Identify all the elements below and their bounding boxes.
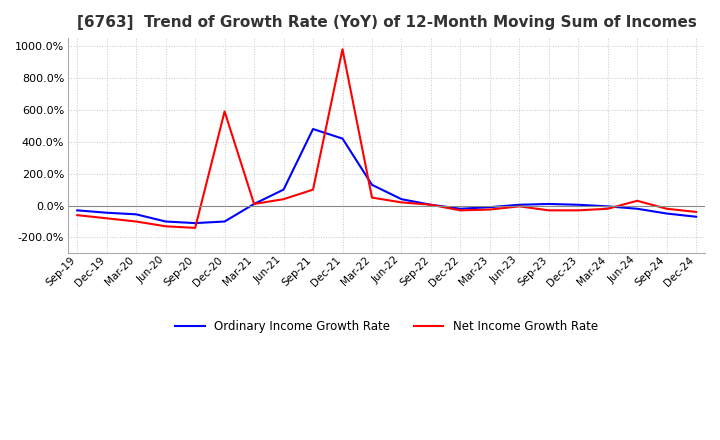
Ordinary Income Growth Rate [338, 136, 347, 141]
Line: Net Income Growth Rate: Net Income Growth Rate [77, 49, 696, 228]
Ordinary Income Growth Rate [485, 205, 494, 210]
Net Income Growth Rate [191, 225, 199, 231]
Ordinary Income Growth Rate [73, 208, 81, 213]
Title: [6763]  Trend of Growth Rate (YoY) of 12-Month Moving Sum of Incomes: [6763] Trend of Growth Rate (YoY) of 12-… [77, 15, 697, 30]
Net Income Growth Rate [220, 109, 229, 114]
Net Income Growth Rate [603, 206, 612, 211]
Ordinary Income Growth Rate [132, 212, 140, 217]
Net Income Growth Rate [544, 208, 553, 213]
Ordinary Income Growth Rate [397, 197, 406, 202]
Ordinary Income Growth Rate [220, 219, 229, 224]
Net Income Growth Rate [426, 202, 435, 207]
Net Income Growth Rate [309, 187, 318, 192]
Net Income Growth Rate [338, 47, 347, 52]
Line: Ordinary Income Growth Rate: Ordinary Income Growth Rate [77, 129, 696, 223]
Legend: Ordinary Income Growth Rate, Net Income Growth Rate: Ordinary Income Growth Rate, Net Income … [171, 315, 603, 338]
Ordinary Income Growth Rate [426, 202, 435, 207]
Ordinary Income Growth Rate [633, 206, 642, 211]
Net Income Growth Rate [250, 202, 258, 207]
Ordinary Income Growth Rate [250, 202, 258, 207]
Net Income Growth Rate [515, 204, 523, 209]
Net Income Growth Rate [633, 198, 642, 203]
Ordinary Income Growth Rate [309, 126, 318, 132]
Ordinary Income Growth Rate [191, 220, 199, 226]
Net Income Growth Rate [132, 219, 140, 224]
Ordinary Income Growth Rate [515, 202, 523, 207]
Ordinary Income Growth Rate [574, 202, 582, 207]
Ordinary Income Growth Rate [368, 182, 377, 187]
Net Income Growth Rate [397, 200, 406, 205]
Net Income Growth Rate [662, 206, 671, 211]
Net Income Growth Rate [574, 208, 582, 213]
Ordinary Income Growth Rate [279, 187, 288, 192]
Ordinary Income Growth Rate [544, 202, 553, 207]
Net Income Growth Rate [161, 224, 170, 229]
Ordinary Income Growth Rate [161, 219, 170, 224]
Net Income Growth Rate [485, 207, 494, 212]
Ordinary Income Growth Rate [456, 206, 464, 211]
Ordinary Income Growth Rate [603, 204, 612, 209]
Ordinary Income Growth Rate [692, 214, 701, 220]
Net Income Growth Rate [279, 197, 288, 202]
Ordinary Income Growth Rate [102, 210, 111, 215]
Ordinary Income Growth Rate [662, 211, 671, 216]
Net Income Growth Rate [456, 208, 464, 213]
Net Income Growth Rate [73, 213, 81, 218]
Net Income Growth Rate [692, 209, 701, 215]
Net Income Growth Rate [368, 195, 377, 200]
Net Income Growth Rate [102, 216, 111, 221]
